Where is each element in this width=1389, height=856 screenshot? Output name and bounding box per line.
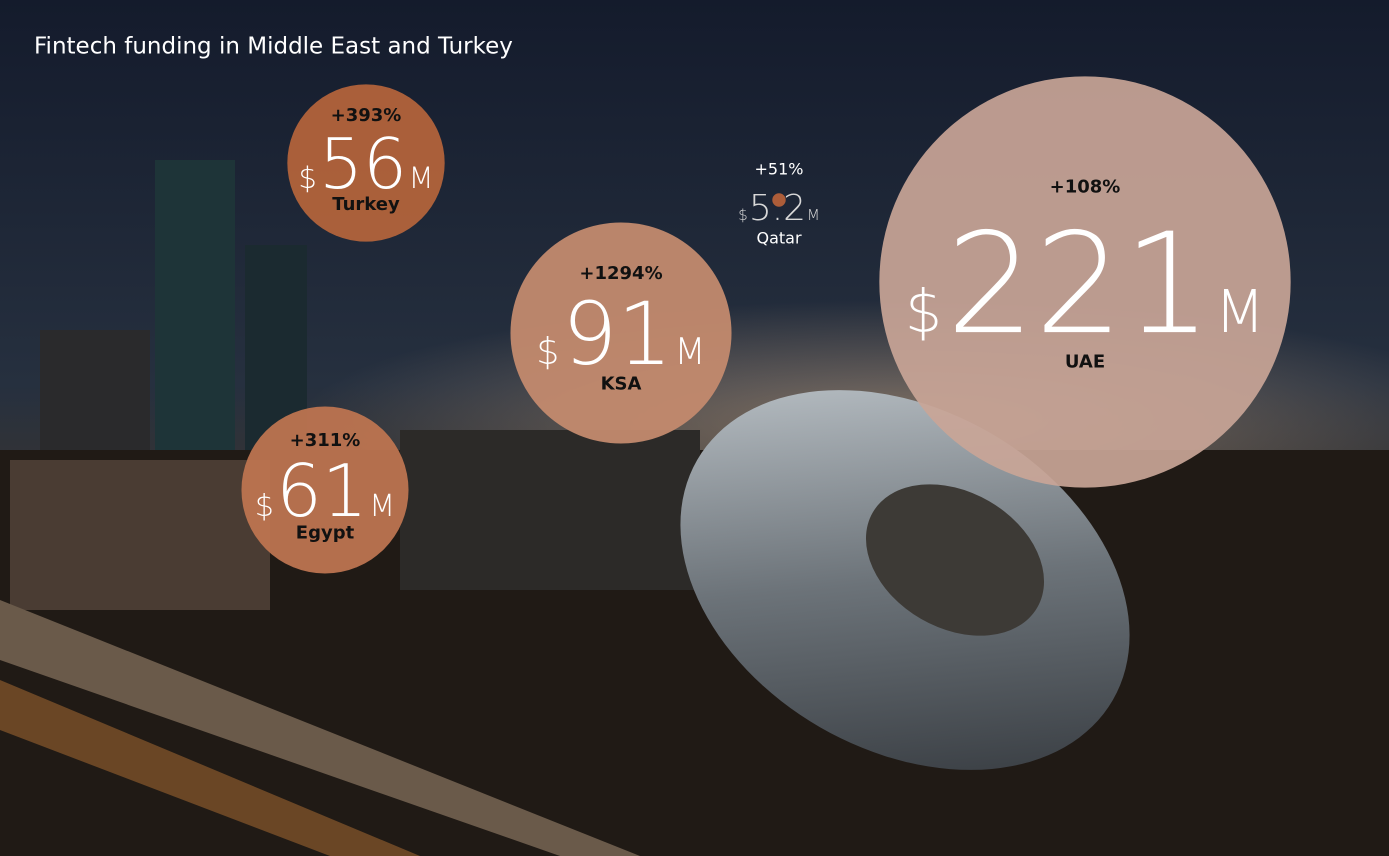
growth-label: +108% xyxy=(1050,176,1121,197)
value-label: $91M xyxy=(536,284,705,385)
unit: M xyxy=(369,489,395,524)
amount: 221 xyxy=(946,203,1212,365)
unit: M xyxy=(674,330,705,373)
bubble xyxy=(241,406,409,574)
currency: $ xyxy=(738,206,748,224)
growth-label: +1294% xyxy=(579,263,662,284)
currency: $ xyxy=(255,489,274,524)
amount: 91 xyxy=(562,284,672,385)
currency: $ xyxy=(536,330,559,373)
amount: 56 xyxy=(319,125,407,205)
growth-label: +51% xyxy=(755,160,804,179)
amount: 5.2 xyxy=(749,188,806,229)
value-label: $56M xyxy=(298,125,433,205)
unit: M xyxy=(1215,278,1265,346)
bubble xyxy=(287,84,445,242)
category-label: Qatar xyxy=(756,229,801,248)
bubble xyxy=(510,222,732,444)
category-label: UAE xyxy=(1065,352,1105,373)
bubble xyxy=(772,193,786,207)
chart-title: Fintech funding in Middle East and Turke… xyxy=(34,34,513,60)
value-label: $221M xyxy=(905,203,1265,365)
unit: M xyxy=(807,206,820,224)
value-label: $61M xyxy=(255,449,395,533)
growth-label: +311% xyxy=(290,430,361,451)
bubble xyxy=(879,76,1291,488)
unit: M xyxy=(409,161,434,195)
currency: $ xyxy=(298,161,317,195)
category-label: KSA xyxy=(601,374,642,395)
growth-label: +393% xyxy=(331,105,402,126)
category-label: Egypt xyxy=(296,523,355,544)
currency: $ xyxy=(905,278,942,346)
value-label: $5.2M xyxy=(738,188,820,229)
category-label: Turkey xyxy=(332,194,400,215)
amount: 61 xyxy=(276,449,368,533)
